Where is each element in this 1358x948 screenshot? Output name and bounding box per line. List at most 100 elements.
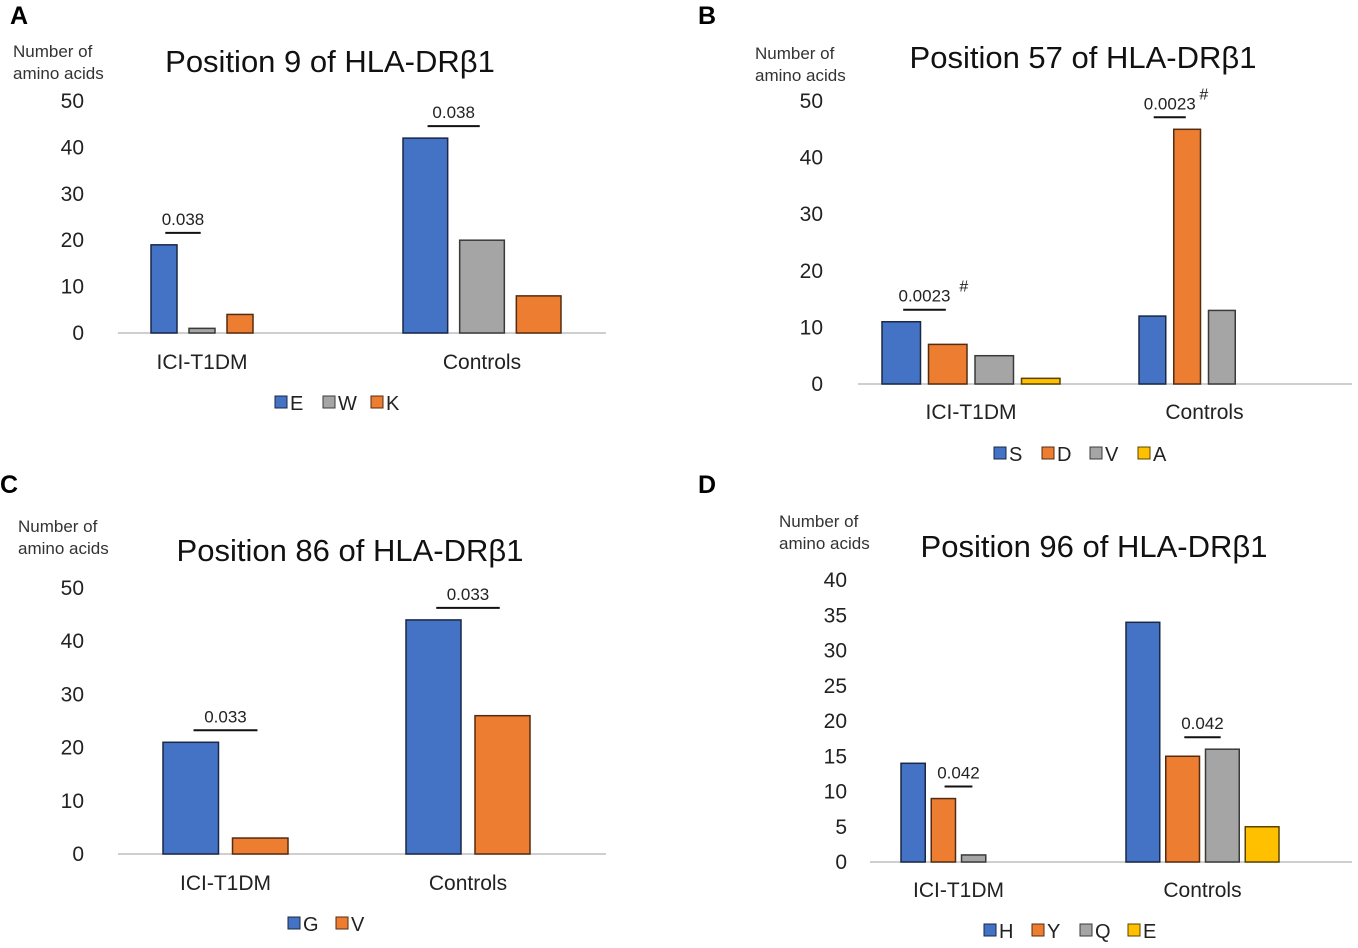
y-axis-label: amino acids: [18, 539, 109, 558]
bar-y-ici-t1dm: [930, 797, 957, 863]
p-value-label: 0.042: [1181, 714, 1224, 733]
legend-swatch-e: [1127, 923, 1141, 937]
bar-g-ici-t1dm: [162, 741, 220, 855]
legend-label: E: [290, 393, 303, 415]
y-tick-label: 20: [800, 260, 823, 283]
legend-swatch-k: [370, 395, 384, 409]
bar-h-ici-t1dm: [900, 762, 926, 863]
legend-swatch-h: [983, 923, 997, 937]
y-tick-label: 0: [72, 322, 84, 345]
chart-panel-a: A Number of amino acids Position 9 of HLA-D…: [10, 2, 606, 415]
legend-label: A: [1153, 444, 1167, 466]
y-axis-label: Number of: [18, 517, 98, 536]
bar-s-controls: [1138, 315, 1167, 385]
y-axis-label: Number of: [779, 512, 859, 531]
bar-v-ici-t1dm: [231, 837, 289, 855]
p-value-label: 0.0023: [899, 287, 951, 306]
y-tick-label: 15: [824, 745, 847, 768]
y-tick-label: 30: [824, 640, 847, 663]
legend-swatch-s: [993, 446, 1007, 460]
bar-e-ici-t1dm: [150, 244, 178, 334]
legend-swatch-d: [1041, 446, 1055, 460]
p-value-label: 0.0023: [1144, 94, 1196, 113]
panel-letter: B: [698, 2, 716, 30]
x-category-label: Controls: [1163, 879, 1241, 902]
y-tick-label: 30: [61, 683, 84, 706]
legend-label: V: [351, 914, 365, 936]
legend-label: K: [386, 393, 400, 415]
y-tick-label: 0: [811, 373, 823, 396]
legend-label: H: [999, 921, 1013, 943]
legend-label: E: [1143, 921, 1156, 943]
bar-d-controls: [1173, 128, 1202, 385]
bar-v-controls: [1207, 309, 1236, 385]
p-value-label: 0.033: [204, 707, 247, 726]
legend-swatch-a: [1137, 446, 1151, 460]
bar-s-ici-t1dm: [881, 320, 922, 385]
p-value-label: 0.033: [447, 585, 490, 604]
y-axis-label: amino acids: [779, 534, 870, 553]
panel-letter: C: [0, 471, 18, 499]
y-tick-label: 0: [835, 851, 847, 874]
legend-label: G: [303, 914, 319, 936]
x-category-label: ICI-T1DM: [913, 879, 1004, 902]
y-tick-label: 20: [824, 710, 847, 733]
y-tick-label: 40: [800, 147, 823, 170]
legend-swatch-e: [274, 395, 288, 409]
x-category-label: Controls: [429, 872, 507, 895]
y-tick-label: 20: [61, 229, 84, 252]
legend-label: Y: [1047, 921, 1060, 943]
bar-h-controls: [1125, 621, 1161, 863]
p-value-label: 0.042: [937, 764, 980, 783]
x-category-label: ICI-T1DM: [157, 351, 248, 374]
p-value-label: 0.038: [162, 210, 205, 229]
legend-label: V: [1105, 444, 1119, 466]
bar-v-controls: [474, 714, 531, 855]
chart-panel-d: D Number of amino acids Position 96 of HLA-…: [698, 471, 1352, 943]
bar-w-controls: [458, 239, 506, 334]
panel-letter: D: [698, 471, 716, 499]
chart-title: Position 86 of HLA-DRβ1: [177, 533, 524, 568]
y-tick-label: 35: [824, 604, 847, 627]
legend-label: D: [1057, 444, 1071, 466]
p-value-label: 0.038: [432, 103, 475, 122]
bar-e-controls: [1244, 826, 1280, 863]
y-tick-label: 40: [824, 569, 847, 592]
significance-mark: #: [1199, 86, 1208, 103]
y-tick-label: 10: [61, 790, 84, 813]
y-axis-label: Number of: [755, 44, 835, 63]
y-tick-label: 30: [61, 183, 84, 206]
y-tick-label: 40: [61, 630, 84, 653]
y-tick-label: 10: [800, 316, 823, 339]
panel-letter: A: [10, 2, 28, 30]
y-tick-label: 30: [800, 203, 823, 226]
y-tick-label: 10: [824, 781, 847, 804]
y-tick-label: 50: [61, 577, 84, 600]
chart-title: Position 96 of HLA-DRβ1: [921, 529, 1268, 564]
y-axis-label: amino acids: [755, 66, 846, 85]
y-tick-label: 50: [61, 90, 84, 113]
y-axis-label: Number of: [13, 42, 93, 61]
legend-label: S: [1009, 444, 1022, 466]
y-tick-label: 25: [824, 675, 847, 698]
y-tick-label: 0: [72, 843, 84, 866]
bar-w-ici-t1dm: [188, 327, 216, 334]
legend-swatch-v: [335, 916, 349, 930]
bar-k-ici-t1dm: [226, 313, 254, 334]
bar-y-controls: [1165, 755, 1201, 863]
chart-panel-b: B Number of amino acids Position 57 of HLA-…: [698, 2, 1352, 466]
x-category-label: ICI-T1DM: [180, 872, 271, 895]
chart-title: Position 9 of HLA-DRβ1: [165, 44, 495, 79]
significance-mark: #: [959, 279, 968, 296]
legend-swatch-q: [1079, 923, 1093, 937]
y-tick-label: 20: [61, 737, 84, 760]
bar-g-controls: [405, 619, 462, 855]
bar-k-controls: [515, 295, 562, 334]
y-tick-label: 5: [835, 816, 847, 839]
x-category-label: Controls: [443, 351, 521, 374]
legend-label: Q: [1095, 921, 1111, 943]
x-category-label: ICI-T1DM: [926, 401, 1017, 424]
legend-swatch-g: [287, 916, 301, 930]
